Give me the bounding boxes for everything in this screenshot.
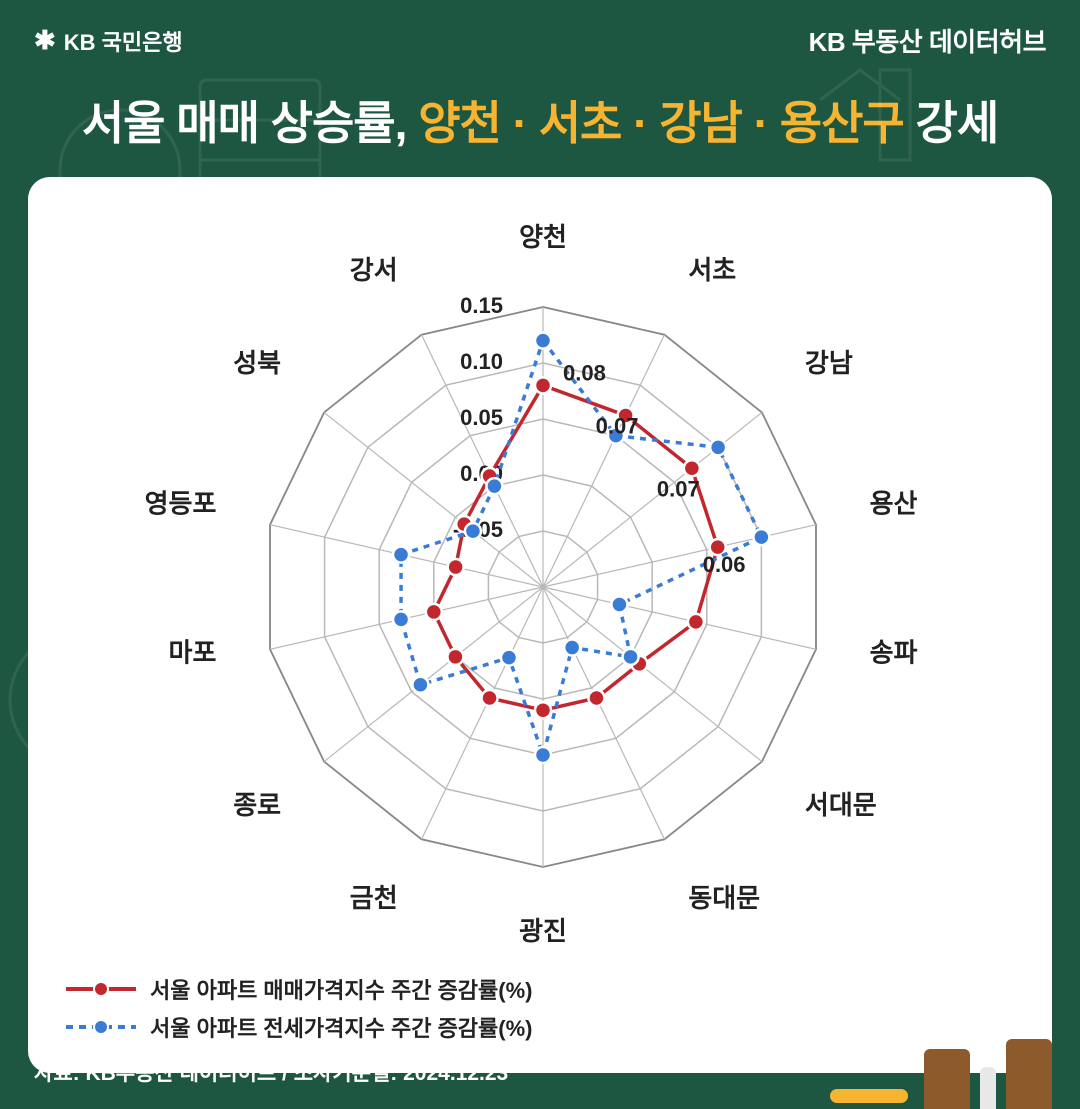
- svg-text:양천: 양천: [519, 222, 567, 252]
- svg-text:영등포: 영등포: [145, 488, 217, 518]
- svg-text:강남: 강남: [805, 348, 853, 378]
- product-name: KB 부동산 데이터허브: [809, 22, 1046, 59]
- footer-source: 자료: KB부동산 데이터허브 / 조사기준일: 2024.12.23: [0, 1035, 542, 1109]
- svg-text:마포: 마포: [169, 638, 217, 668]
- svg-text:0.15: 0.15: [460, 293, 503, 318]
- brand-logo: ✱ KB 국민은행: [34, 25, 183, 57]
- svg-text:성북: 성북: [233, 348, 281, 378]
- svg-text:광진: 광진: [519, 916, 567, 946]
- deco-pill: [830, 1089, 908, 1103]
- title-suffix: 강세: [904, 97, 998, 149]
- svg-text:송파: 송파: [870, 638, 918, 668]
- header: ✱ KB 국민은행 KB 부동산 데이터허브: [0, 0, 1080, 69]
- svg-text:금천: 금천: [350, 883, 398, 913]
- svg-text:서대문: 서대문: [805, 790, 877, 820]
- title-prefix: 서울 매매 상승률,: [82, 97, 418, 149]
- title-highlight: 양천 · 서초 · 강남 · 용산구: [418, 97, 904, 149]
- legend-swatch-series1: [66, 978, 136, 1000]
- radar-svg: -0.050.000.050.100.15양천서초강남용산송파서대문동대문광진금…: [48, 197, 1038, 957]
- page-title: 서울 매매 상승률, 양천 · 서초 · 강남 · 용산구 강세: [0, 69, 1080, 177]
- brand-name: KB 국민은행: [64, 25, 183, 57]
- decorative-bars: [830, 1039, 1052, 1109]
- svg-text:동대문: 동대문: [688, 883, 760, 913]
- radar-chart: -0.050.000.050.100.15양천서초강남용산송파서대문동대문광진금…: [48, 197, 1032, 957]
- svg-text:강서: 강서: [350, 255, 398, 285]
- legend: 서울 아파트 매매가격지수 주간 증감률(%) 서울 아파트 전세가격지수 주간…: [48, 957, 1032, 1043]
- legend-item-series1: 서울 아파트 매매가격지수 주간 증감률(%): [66, 973, 1014, 1005]
- svg-text:0.08: 0.08: [563, 360, 606, 385]
- chart-panel: -0.050.000.050.100.15양천서초강남용산송파서대문동대문광진금…: [28, 177, 1052, 1073]
- svg-text:0.06: 0.06: [703, 552, 746, 577]
- svg-text:0.07: 0.07: [657, 476, 700, 501]
- legend-label-series1: 서울 아파트 매매가격지수 주간 증감률(%): [150, 973, 533, 1005]
- brand-star-icon: ✱: [34, 25, 56, 56]
- svg-text:0.05: 0.05: [460, 405, 503, 430]
- svg-text:용산: 용산: [870, 488, 918, 518]
- deco-bar-3: [1006, 1039, 1052, 1109]
- deco-bar-2: [980, 1067, 996, 1109]
- svg-text:0.07: 0.07: [596, 413, 639, 438]
- svg-text:서초: 서초: [688, 255, 736, 285]
- deco-bar-1: [924, 1049, 970, 1109]
- svg-text:종로: 종로: [233, 790, 281, 820]
- svg-text:0.10: 0.10: [460, 349, 503, 374]
